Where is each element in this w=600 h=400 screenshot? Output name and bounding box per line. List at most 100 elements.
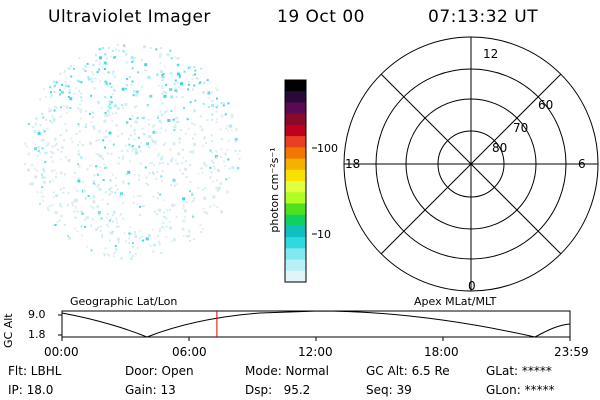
image-pixel — [106, 62, 109, 65]
image-pixel — [215, 156, 218, 159]
image-pixel — [156, 170, 159, 173]
image-pixel — [110, 101, 113, 104]
image-pixel — [62, 191, 65, 194]
image-pixel — [77, 164, 81, 168]
timeline-x-tick-1200: 12:00 — [298, 345, 333, 359]
image-pixel — [216, 188, 220, 192]
image-pixel — [90, 224, 92, 227]
image-pixel — [107, 110, 110, 112]
image-pixel — [113, 89, 116, 92]
image-pixel — [37, 131, 41, 135]
image-pixel — [191, 200, 194, 203]
timeline-y-label: GC Alt — [2, 313, 15, 348]
image-pixel — [170, 240, 173, 243]
image-pixel — [101, 236, 104, 239]
image-pixel — [51, 145, 54, 148]
image-pixel — [79, 156, 83, 160]
timeline-y-tick-9: 9.0 — [28, 308, 46, 321]
image-pixel — [49, 86, 52, 89]
image-pixel — [162, 226, 165, 229]
image-pixel — [157, 191, 159, 194]
image-pixel — [211, 104, 215, 107]
image-pixel — [214, 155, 218, 158]
image-pixel — [27, 123, 30, 125]
image-pixel — [174, 106, 177, 109]
colorbar-segment — [285, 102, 306, 115]
image-pixel — [67, 95, 70, 98]
image-pixel — [127, 170, 131, 174]
image-pixel — [51, 170, 54, 173]
image-pixel — [111, 120, 114, 123]
colorbar-segment — [285, 270, 306, 283]
image-pixel — [67, 204, 70, 207]
image-pixel — [227, 129, 230, 132]
image-pixel — [156, 197, 159, 200]
image-pixel — [145, 69, 148, 72]
image-pixel — [48, 109, 52, 113]
image-pixel — [141, 127, 144, 130]
image-pixel — [169, 49, 172, 52]
image-pixel — [95, 153, 98, 155]
image-pixel — [54, 211, 57, 214]
image-pixel — [109, 179, 112, 182]
image-pixel — [98, 214, 101, 217]
image-pixel — [52, 191, 55, 194]
image-pixel — [182, 219, 186, 223]
image-pixel — [189, 101, 192, 104]
image-pixel — [146, 183, 149, 186]
image-pixel — [60, 205, 63, 208]
image-pixel — [202, 228, 205, 231]
image-pixel — [48, 205, 51, 207]
lat-label-80: 80 — [492, 141, 507, 155]
image-pixel — [95, 165, 98, 168]
image-pixel — [84, 69, 87, 72]
image-pixel — [225, 127, 227, 130]
image-pixel — [182, 206, 185, 209]
image-pixel — [191, 192, 194, 195]
image-pixel — [235, 127, 238, 130]
image-pixel — [104, 167, 107, 170]
image-pixel — [107, 225, 109, 228]
image-pixel — [74, 227, 77, 230]
image-pixel — [110, 152, 113, 155]
image-pixel — [191, 74, 194, 76]
image-pixel — [65, 111, 68, 114]
image-pixel — [188, 65, 191, 68]
image-pixel — [92, 206, 95, 209]
image-pixel — [160, 180, 163, 183]
image-pixel — [172, 178, 176, 182]
image-pixel — [115, 48, 117, 51]
image-pixel — [163, 215, 166, 218]
image-pixel — [159, 62, 162, 64]
colorbar-segment — [285, 225, 306, 238]
image-pixel — [237, 166, 240, 169]
image-pixel — [134, 56, 137, 59]
image-pixel — [96, 71, 99, 74]
image-pixel — [130, 56, 134, 60]
image-pixel — [161, 92, 163, 95]
image-pixel — [134, 148, 138, 152]
image-pixel — [119, 213, 122, 216]
image-pixel — [160, 70, 164, 74]
image-pixel — [77, 123, 80, 126]
image-pixel — [43, 180, 46, 184]
image-pixel — [122, 180, 125, 183]
image-pixel — [65, 129, 68, 132]
image-pixel — [152, 140, 155, 144]
image-pixel — [202, 144, 205, 147]
image-pixel — [50, 91, 52, 94]
image-pixel — [193, 66, 196, 69]
image-pixel — [167, 119, 171, 122]
image-pixel — [60, 214, 64, 218]
image-pixel — [106, 84, 109, 87]
image-pixel — [142, 204, 145, 207]
image-pixel — [89, 164, 92, 167]
image-pixel — [90, 94, 93, 97]
image-pixel — [59, 171, 63, 175]
image-pixel — [152, 195, 155, 198]
image-pixel — [107, 47, 110, 49]
image-pixel — [200, 167, 203, 170]
image-pixel — [148, 162, 151, 165]
image-pixel — [66, 84, 69, 87]
image-pixel — [215, 110, 218, 113]
